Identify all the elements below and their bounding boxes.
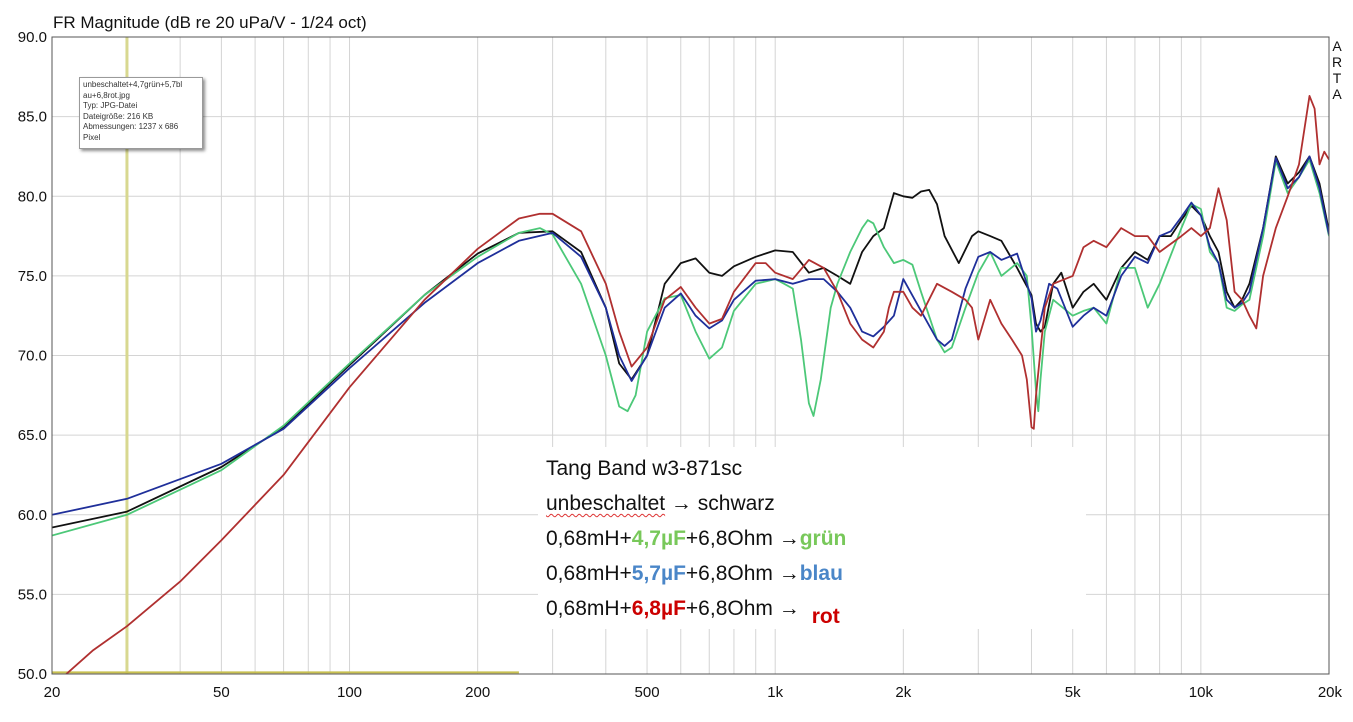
annotation-title: Tang Band w3-871sc bbox=[546, 457, 743, 480]
x-tick-label: 10k bbox=[1189, 684, 1214, 701]
chart-title: FR Magnitude (dB re 20 uPa/V - 1/24 oct) bbox=[53, 13, 367, 32]
y-tick-label: 65.0 bbox=[18, 427, 47, 444]
y-tick-label: 50.0 bbox=[18, 666, 47, 683]
tooltip-line: au+6,8rot.jpg bbox=[83, 90, 130, 100]
annotation-blue: 0,68mH+5,7µF+6,8Ohm →blau bbox=[546, 556, 1078, 591]
arta-letter: T bbox=[1333, 70, 1342, 86]
annotation-pre: 0,68mH+ bbox=[546, 562, 632, 585]
x-tick-label: 500 bbox=[635, 684, 660, 701]
x-tick-label: 100 bbox=[337, 684, 362, 701]
x-axis-ticks: 20 50 100 200 500 1k 2k 5k 10k 20k bbox=[44, 684, 1343, 701]
x-tick-label: 2k bbox=[895, 684, 911, 701]
arta-letter: R bbox=[1332, 54, 1342, 70]
x-tick-label: 1k bbox=[767, 684, 783, 701]
arta-letter: A bbox=[1332, 86, 1342, 102]
annotation-red: 0,68mH+6,8µF+6,8Ohm → rot bbox=[546, 591, 1078, 628]
y-tick-label: 55.0 bbox=[18, 586, 47, 603]
annotation-pre: 0,68mH+ bbox=[546, 527, 632, 550]
tooltip-line: Pixel bbox=[83, 132, 101, 142]
tooltip-line: unbeschaltet+4,7grün+5,7bl bbox=[83, 80, 183, 89]
plot-frame bbox=[51, 36, 1330, 675]
series-line-red bbox=[64, 95, 1329, 674]
series-lines bbox=[52, 95, 1329, 674]
annotation-black-label: unbeschaltet bbox=[546, 492, 666, 515]
x-tick-label: 20 bbox=[44, 684, 61, 701]
annotation-cap: 4,7µF bbox=[631, 527, 686, 550]
file-info-tooltip: unbeschaltet+4,7grün+5,7bl au+6,8rot.jpg… bbox=[79, 77, 203, 149]
annotation-black: unbeschaltet → schwarz bbox=[546, 486, 1078, 521]
y-tick-label: 70.0 bbox=[18, 348, 47, 365]
annotation-cap: 5,7µF bbox=[631, 562, 686, 585]
y-axis-ticks: 50.0 55.0 60.0 65.0 70.0 75.0 80.0 85.0 90.0 bbox=[18, 29, 47, 683]
x-tick-label: 20k bbox=[1318, 684, 1343, 701]
annotation-pre: 0,68mH+ bbox=[546, 597, 632, 620]
series-line-green bbox=[52, 158, 1329, 537]
y-tick-label: 80.0 bbox=[18, 188, 47, 205]
annotation-color-word: rot bbox=[811, 605, 840, 628]
annotation-color-word: grün bbox=[799, 527, 847, 550]
annotation-cap: 6,8µF bbox=[631, 597, 686, 620]
annotation-color-word: blau bbox=[799, 562, 843, 585]
y-tick-label: 60.0 bbox=[18, 507, 47, 524]
tooltip-line: Typ: JPG-Datei bbox=[83, 101, 138, 110]
y-tick-label: 75.0 bbox=[18, 268, 47, 285]
annotation-black-color: → schwarz bbox=[665, 492, 775, 515]
annotation-post: +6,8Ohm → bbox=[685, 562, 800, 585]
tooltip-line: Dateigröße: 216 KB bbox=[83, 111, 154, 121]
annotation-post: +6,8Ohm → bbox=[685, 597, 800, 620]
arta-letter: A bbox=[1332, 38, 1342, 54]
x-tick-label: 5k bbox=[1065, 684, 1081, 701]
legend-annotation: Tang Band w3-871sc unbeschaltet → schwar… bbox=[538, 447, 1086, 629]
x-tick-label: 200 bbox=[465, 684, 490, 701]
x-tick-label: 50 bbox=[213, 684, 230, 701]
annotation-green: 0,68mH+4,7µF+6,8Ohm →grün bbox=[546, 521, 1078, 556]
y-tick-label: 85.0 bbox=[18, 109, 47, 126]
annotation-post: +6,8Ohm → bbox=[685, 527, 800, 550]
series-line-blue bbox=[52, 155, 1329, 516]
tooltip-line: Abmessungen: 1237 x 686 bbox=[83, 122, 179, 131]
y-tick-label: 90.0 bbox=[18, 29, 47, 46]
